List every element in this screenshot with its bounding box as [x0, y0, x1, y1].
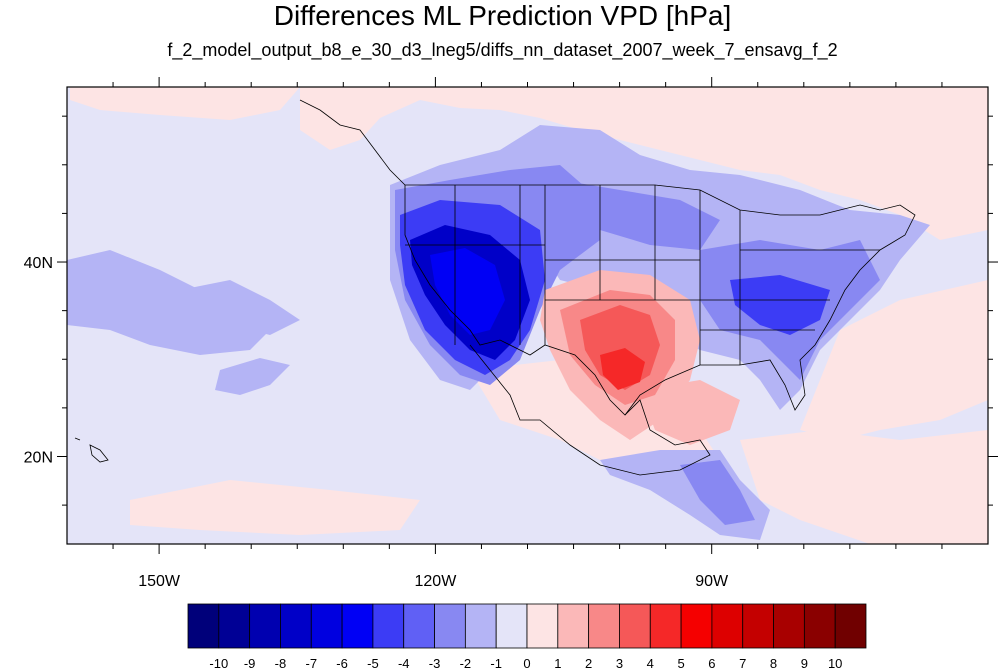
map-field: [67, 87, 988, 544]
colorbar-label: -8: [275, 656, 287, 671]
colorbar-swatch: [495, 603, 528, 649]
mexico-outline: [469, 344, 711, 476]
colorbar-swatch: [310, 603, 343, 649]
colorbar-swatch: [526, 603, 559, 649]
colorbar-label: -2: [460, 656, 472, 671]
colorbar-swatch: [588, 603, 620, 649]
borders: [74, 99, 916, 476]
hawaii-outline: [74, 437, 109, 463]
axis-ticks: [57, 77, 998, 554]
negative-region-strong-east: [730, 275, 830, 335]
colorbar-label: 10: [828, 656, 842, 671]
positive-region-medium-gulf: [640, 380, 740, 445]
colorbar-swatch: [557, 603, 590, 649]
colorbar-label: 5: [677, 656, 684, 671]
colorbar-swatch: [711, 603, 744, 649]
longitude-label: 150W: [138, 573, 181, 590]
colorbar-label: -4: [398, 656, 410, 671]
colorbar-swatch: [434, 603, 466, 649]
colorbar-swatch: [619, 603, 651, 649]
latitude-label: 20N: [24, 449, 53, 466]
colorbar: [187, 603, 867, 649]
alaska-coast: [299, 99, 406, 186]
colorbar-label: 9: [801, 656, 808, 671]
state-lines: [405, 185, 880, 365]
colorbar-label: -10: [209, 656, 228, 671]
positive-region-north: [300, 87, 988, 240]
positive-region-caribbean: [740, 430, 988, 544]
colorbar-label: 2: [585, 656, 592, 671]
negative-region-pacific-small: [180, 280, 300, 335]
negative-region-deep-core: [430, 248, 505, 335]
colorbar-swatch: [372, 603, 405, 649]
colorbar-labels: -10 -9 -8 -7 -6 -5 -4 -3 -2 -1 0 1 2 3 4 5 6 7 8 9 10: [209, 656, 842, 671]
longitude-label: 90W: [695, 573, 729, 590]
positive-region-alaska: [70, 87, 300, 120]
colorbar-label: 6: [708, 656, 715, 671]
colorbar-swatch: [834, 603, 867, 649]
colorbar-label: 4: [647, 656, 654, 671]
colorbar-swatch: [403, 603, 435, 649]
positive-region-mexico: [470, 360, 720, 480]
positive-region-atlantic: [800, 280, 988, 440]
colorbar-label: 3: [616, 656, 623, 671]
positive-region-pacific: [130, 480, 420, 535]
longitude-label: 120W: [415, 573, 458, 590]
colorbar-swatch: [649, 603, 682, 649]
colorbar-swatch: [464, 603, 497, 649]
map-title: Differences ML Prediction VPD [hPa]: [273, 0, 732, 31]
colorbar-label: -3: [429, 656, 441, 671]
map-subtitle: f_2_model_output_b8_e_30_d3_lneg5/diffs_…: [167, 40, 838, 60]
negative-region-medium-central-america: [680, 460, 755, 525]
colorbar-swatch: [218, 603, 251, 649]
colorbar-label: 8: [770, 656, 777, 671]
negative-region-pacific-west: [67, 250, 270, 355]
colorbar-swatch: [341, 603, 374, 649]
colorbar-label: 7: [739, 656, 746, 671]
negative-region-pacific-east: [215, 358, 290, 395]
colorbar-label: -1: [490, 656, 502, 671]
colorbar-label: -7: [305, 656, 317, 671]
colorbar-swatch: [280, 603, 312, 649]
united-states-outline: [404, 184, 916, 416]
positive-region-peak: [600, 348, 645, 390]
colorbar-label: -5: [367, 656, 379, 671]
colorbar-swatch: [742, 603, 774, 649]
colorbar-swatch: [187, 603, 220, 649]
colorbar-label: 1: [554, 656, 561, 671]
colorbar-label: -9: [244, 656, 256, 671]
colorbar-swatch: [803, 603, 836, 649]
colorbar-label: -6: [336, 656, 348, 671]
colorbar-label: 0: [523, 656, 530, 671]
colorbar-swatch: [680, 603, 713, 649]
colorbar-swatch: [773, 603, 805, 649]
colorbar-swatch: [249, 603, 281, 649]
latitude-labels: 40N 20N: [24, 255, 53, 466]
latitude-label: 40N: [24, 255, 53, 272]
longitude-labels: 150W 120W 90W: [138, 573, 729, 590]
